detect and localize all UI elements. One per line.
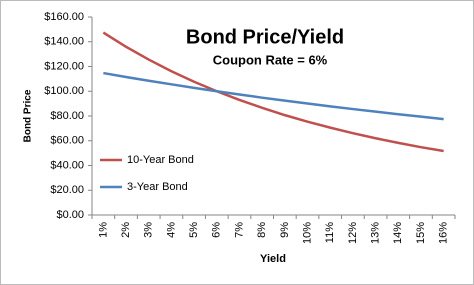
x-tick-label: 3%	[143, 222, 155, 238]
line-series	[102, 31, 444, 153]
x-tick-label: 13%	[370, 222, 382, 244]
chart-subtitle: Coupon Rate = 6%	[213, 52, 328, 67]
x-tick-label: 1%	[97, 222, 109, 238]
y-tick-label: $120.00	[44, 60, 84, 72]
x-tick-label: 2%	[120, 222, 132, 238]
y-tick-label: $140.00	[44, 36, 84, 48]
x-axis-label: Yield	[260, 253, 286, 265]
y-tick-label: $20.00	[50, 184, 84, 196]
y-tick-label: $160.00	[44, 11, 84, 23]
x-tick-label: 11%	[324, 222, 336, 243]
legend-label: 3-Year Bond	[127, 181, 188, 193]
x-tick-label: 7%	[233, 222, 245, 238]
x-tick-label: 8%	[256, 222, 268, 238]
y-tick-label: $80.00	[50, 110, 84, 122]
x-tick-label: 4%	[165, 222, 177, 238]
x-tick-label: 16%	[438, 222, 450, 244]
x-tick-label: 12%	[347, 222, 359, 244]
x-tick-label: 5%	[188, 222, 200, 238]
y-tick-label: $100.00	[44, 85, 84, 97]
x-tick-label: 10%	[301, 222, 313, 244]
x-tick-label: 6%	[211, 222, 223, 238]
chart-title: Bond Price/Yield	[186, 26, 344, 48]
x-tick-label: 14%	[392, 222, 404, 244]
y-axis-label: Bond Price	[23, 89, 34, 142]
y-tick-label: $0.00	[56, 209, 84, 221]
legend-label: 10-Year Bond	[127, 154, 194, 166]
x-tick-label: 15%	[415, 222, 427, 244]
y-tick-label: $40.00	[50, 159, 84, 171]
x-tick-label: 9%	[279, 222, 291, 238]
y-tick-label: $60.00	[50, 135, 84, 147]
line-series	[103, 71, 444, 121]
